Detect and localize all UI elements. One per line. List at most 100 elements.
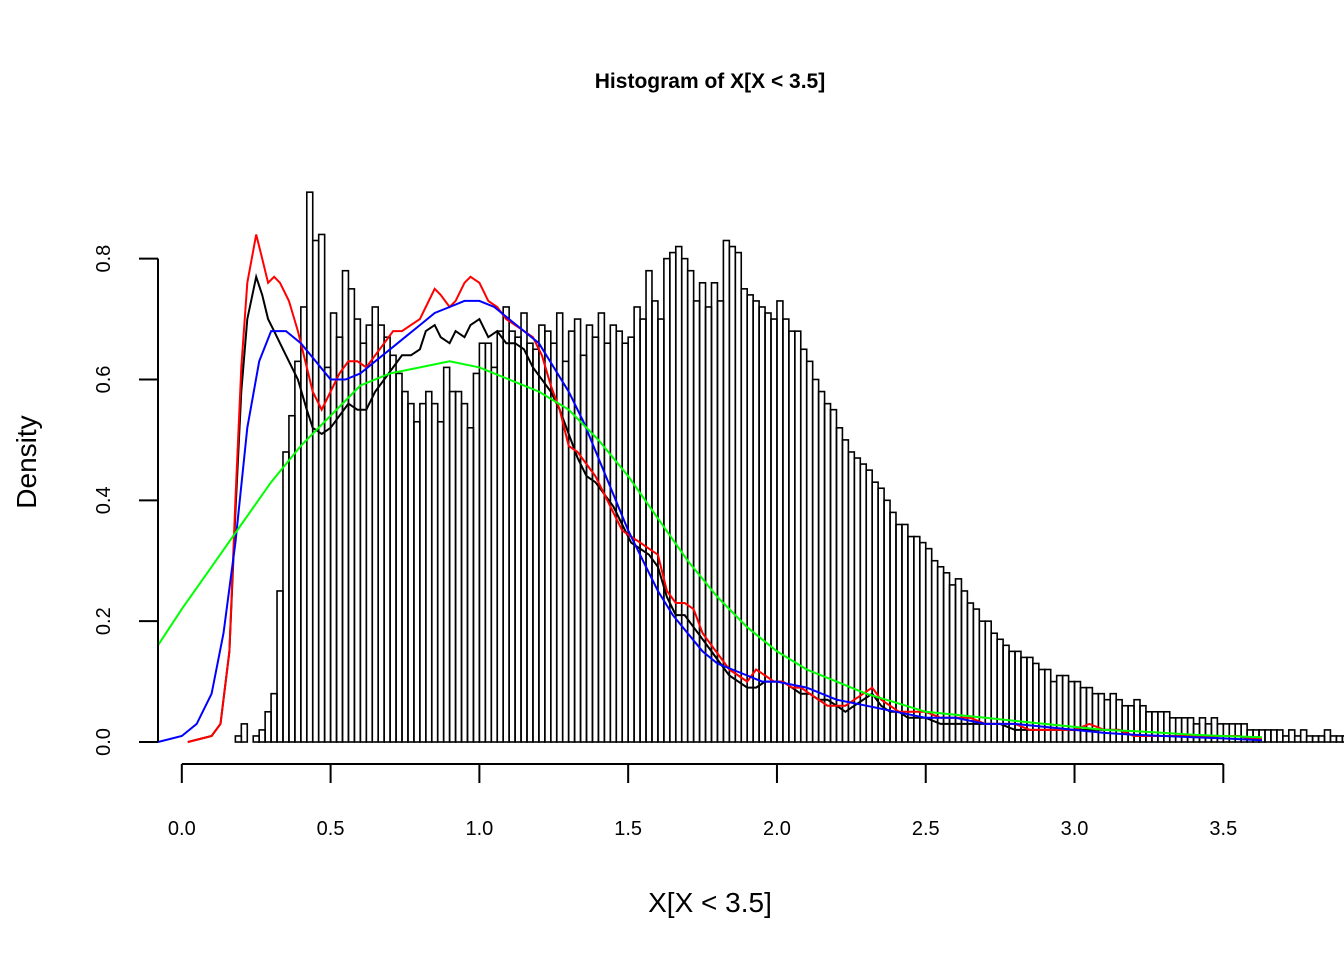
histogram-bar: [1341, 735, 1344, 743]
histogram-bar: [448, 390, 457, 743]
histogram-bar: [276, 590, 284, 743]
y-tick-label: 0.8: [93, 245, 115, 273]
histogram-bar: [1168, 717, 1177, 743]
y-tick-label: 0.6: [93, 366, 115, 394]
histogram-bar: [454, 390, 463, 743]
histogram-bar: [305, 191, 314, 743]
histogram-bar: [823, 402, 832, 743]
histogram-bar: [264, 710, 272, 743]
histogram-bar: [460, 402, 469, 743]
histogram-bar: [1329, 735, 1338, 743]
histogram-bar: [258, 729, 266, 743]
histogram-bar: [829, 408, 838, 743]
histogram-bar: [936, 565, 945, 743]
histogram-bar: [1085, 686, 1094, 743]
histogram-bar: [1109, 692, 1117, 743]
x-tick-label: 2.0: [763, 818, 791, 840]
histogram-bar: [472, 372, 481, 743]
histogram-bar: [603, 342, 612, 743]
histogram-bar: [1079, 686, 1088, 743]
histogram-bar: [1270, 729, 1278, 743]
histogram-bar: [1282, 735, 1290, 743]
histogram-bar: [490, 366, 499, 743]
x-tick-label: 0.5: [317, 818, 345, 840]
histogram-bar: [1097, 692, 1106, 743]
histogram-bar: [591, 336, 600, 743]
histogram-bar: [1014, 650, 1022, 743]
histogram-bars: [234, 191, 1344, 743]
histogram-bar: [383, 336, 391, 743]
histogram-bar: [1103, 698, 1112, 743]
histogram-bar: [996, 638, 1004, 743]
histogram-bar: [1180, 717, 1189, 743]
histogram-bar: [425, 390, 433, 743]
histogram-bar: [639, 318, 647, 743]
histogram-bar: [686, 269, 695, 743]
histogram-bar: [496, 330, 504, 743]
y-tick-label: 0.0: [93, 728, 115, 756]
histogram-bar: [365, 324, 374, 743]
histogram-bar: [436, 420, 445, 743]
histogram-bar: [811, 378, 820, 743]
histogram-bar: [1311, 735, 1320, 743]
histogram-bar: [1115, 698, 1123, 743]
histogram-bar: [300, 306, 308, 743]
histogram-bar: [692, 300, 701, 743]
histogram-bar: [514, 336, 522, 743]
x-tick-label: 0.0: [168, 818, 196, 840]
histogram-bar: [585, 324, 594, 743]
histogram-bar: [359, 342, 368, 743]
histogram-bar: [520, 312, 528, 743]
histogram-bar: [1091, 692, 1100, 743]
histogram-bar: [270, 692, 278, 743]
histogram-bar: [609, 324, 618, 743]
histogram-bar: [442, 366, 451, 743]
histogram-bar: [1151, 710, 1159, 743]
histogram-bar: [389, 354, 397, 743]
histogram-bar: [674, 245, 683, 743]
histogram-bar: [1192, 723, 1201, 743]
histogram-bar: [579, 354, 588, 743]
histogram-bar: [395, 372, 403, 743]
histogram-bar: [335, 336, 344, 743]
histogram-bar: [734, 251, 743, 743]
histogram-bar: [323, 366, 332, 743]
histogram-bar: [841, 439, 850, 743]
histogram-bar: [1264, 729, 1272, 743]
histogram-bar: [1055, 674, 1064, 743]
histogram-bar: [311, 239, 320, 743]
histogram-bar: [1305, 735, 1314, 743]
histogram-bar: [782, 318, 790, 743]
histogram-bar: [288, 414, 296, 743]
histogram-bar: [847, 451, 856, 743]
histogram-bar: [317, 233, 326, 743]
histogram-bar: [1073, 680, 1082, 743]
histogram-bar: [341, 269, 350, 743]
histogram-bar: [1067, 680, 1076, 743]
x-tick-label: 1.5: [614, 818, 642, 840]
histogram-bar: [799, 348, 808, 743]
histogram-bar: [1317, 735, 1326, 743]
histogram-bar: [680, 257, 689, 743]
histogram-bar: [615, 330, 624, 743]
y-tick-label: 0.2: [93, 607, 115, 635]
histogram-bar: [294, 360, 302, 743]
histogram-bar: [573, 318, 582, 743]
histogram-bar: [698, 281, 707, 743]
histogram-bar: [1287, 729, 1296, 743]
histogram-bar: [401, 390, 409, 743]
histogram-bar: [1145, 710, 1153, 743]
histogram-bar: [407, 402, 415, 743]
histogram-bar: [353, 318, 362, 743]
histogram-bar: [942, 572, 951, 743]
histogram-bar: [430, 402, 439, 743]
histogram-bar: [347, 288, 356, 743]
histogram-bar: [621, 342, 629, 743]
histogram-bar: [1204, 723, 1213, 743]
x-tick-label: 2.5: [912, 818, 940, 840]
histogram-bar: [1299, 729, 1308, 743]
histogram-bar: [508, 330, 516, 743]
histogram-bar: [1121, 704, 1129, 743]
density-curve-3: [157, 299, 1263, 743]
